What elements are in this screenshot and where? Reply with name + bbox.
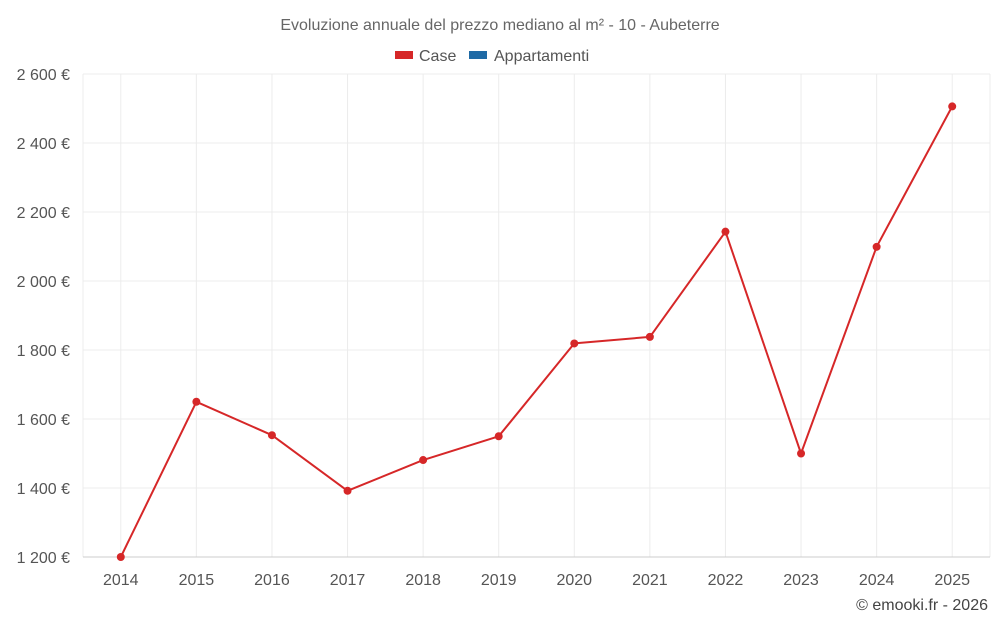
- x-tick-label: 2022: [708, 572, 744, 589]
- y-tick-label: 1 800 €: [17, 343, 70, 360]
- data-point[interactable]: [494, 432, 503, 441]
- y-tick-label: 2 400 €: [17, 136, 70, 153]
- y-axis: 1 200 € 1 400 € 1 600 € 1 800 € 2 000 € 2 200…: [17, 67, 70, 567]
- data-point[interactable]: [267, 431, 276, 440]
- x-tick-label: 2015: [179, 572, 215, 589]
- x-tick-label: 2014: [103, 572, 139, 589]
- x-tick-label: 2020: [556, 572, 592, 589]
- chart-title: Evoluzione annuale del prezzo mediano al…: [280, 17, 719, 34]
- data-point[interactable]: [645, 332, 654, 341]
- x-tick-label: 2018: [405, 572, 441, 589]
- x-tick-label: 2023: [783, 572, 819, 589]
- legend-label-case: Case: [419, 48, 456, 65]
- data-point[interactable]: [872, 242, 881, 251]
- y-tick-label: 1 200 €: [17, 550, 70, 567]
- legend-item-case[interactable]: Case: [395, 48, 456, 65]
- data-point[interactable]: [948, 102, 957, 111]
- y-tick-label: 2 600 €: [17, 67, 70, 84]
- legend-swatch-appartamenti: [469, 51, 487, 59]
- legend-item-appartamenti[interactable]: Appartamenti: [469, 48, 589, 65]
- data-point[interactable]: [721, 227, 730, 236]
- data-point[interactable]: [343, 486, 352, 495]
- x-tick-label: 2016: [254, 572, 290, 589]
- legend-swatch-case: [395, 51, 413, 59]
- legend-label-appartamenti: Appartamenti: [494, 48, 589, 65]
- credit-text: © emooki.fr - 2026: [856, 597, 988, 614]
- data-point[interactable]: [419, 456, 428, 465]
- legend: Case Appartamenti: [395, 48, 589, 65]
- x-tick-label: 2017: [330, 572, 366, 589]
- y-tick-label: 2 000 €: [17, 274, 70, 291]
- x-tick-label: 2019: [481, 572, 517, 589]
- grid: [82, 73, 991, 558]
- x-axis: 2014 2015 2016 2017 2018 2019 2020 2021 2022 2023…: [103, 572, 970, 589]
- x-tick-label: 2024: [859, 572, 895, 589]
- data-point[interactable]: [116, 553, 125, 561]
- y-tick-label: 1 400 €: [17, 481, 70, 498]
- data-point[interactable]: [570, 339, 579, 348]
- x-tick-label: 2025: [934, 572, 970, 589]
- y-tick-label: 1 600 €: [17, 412, 70, 429]
- series-case: [116, 102, 957, 561]
- x-tick-label: 2021: [632, 572, 668, 589]
- data-point[interactable]: [797, 449, 806, 458]
- y-tick-label: 2 200 €: [17, 205, 70, 222]
- series-line-case: [119, 105, 954, 558]
- data-point[interactable]: [192, 397, 201, 406]
